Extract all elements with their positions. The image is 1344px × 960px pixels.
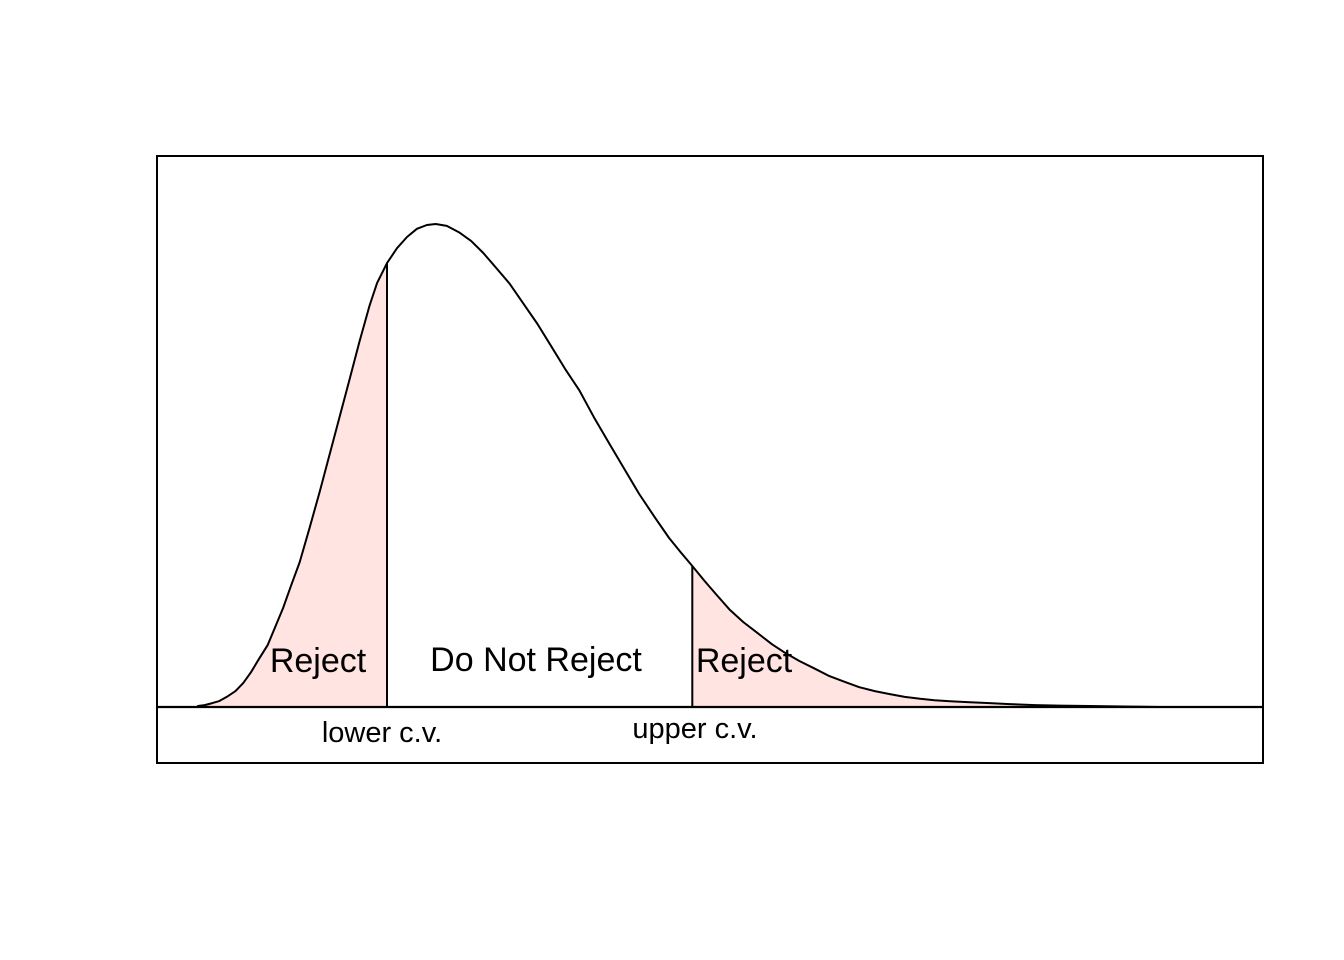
rejection-region-left (197, 263, 387, 707)
region-label-reject-right: Reject (696, 642, 793, 680)
region-label-do-not-reject: Do Not Reject (430, 641, 642, 679)
region-label-reject-left: Reject (270, 642, 367, 680)
plot-border (156, 155, 1264, 764)
density-curve (196, 223, 1225, 708)
axis-label-upper-cv: upper c.v. (632, 713, 757, 745)
rejection-region-right (692, 566, 1224, 707)
axis-label-lower-cv: lower c.v. (322, 717, 442, 749)
